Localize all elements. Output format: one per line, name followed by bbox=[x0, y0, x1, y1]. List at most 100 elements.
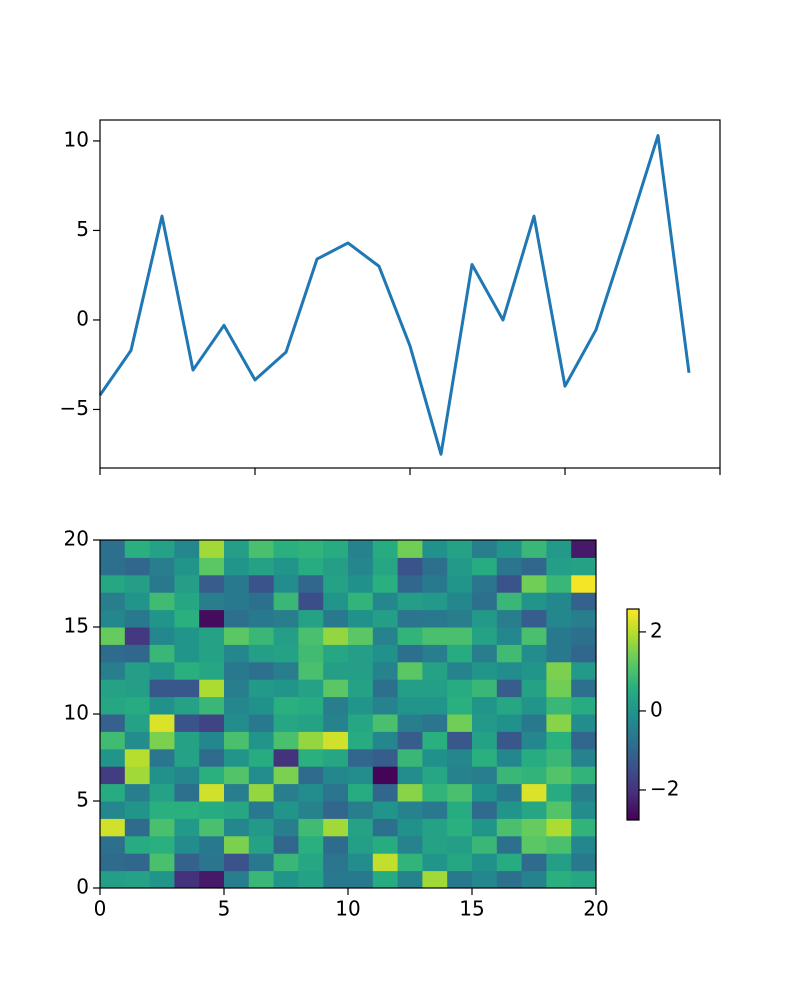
heat-cell bbox=[422, 748, 448, 767]
heat-cell bbox=[199, 766, 225, 785]
heat-cell bbox=[100, 853, 126, 872]
heat-cell bbox=[224, 592, 250, 611]
heat-cell bbox=[422, 644, 448, 663]
heat-cell bbox=[546, 714, 572, 732]
heat-cell bbox=[546, 557, 572, 576]
heat-cell bbox=[273, 627, 299, 645]
heat-cell bbox=[372, 853, 399, 872]
heat-cell bbox=[298, 731, 324, 750]
heat-cell bbox=[372, 557, 399, 576]
heat-cell bbox=[447, 870, 473, 889]
heat-cell bbox=[100, 870, 126, 889]
heat-cell bbox=[174, 609, 200, 628]
heat-cell bbox=[149, 609, 175, 628]
heat-cell bbox=[298, 714, 324, 732]
heat-cell bbox=[323, 679, 349, 698]
heat-cell bbox=[248, 783, 275, 802]
heat-cell bbox=[496, 714, 523, 732]
heat-cell bbox=[100, 644, 126, 663]
heat-cell bbox=[571, 627, 597, 645]
heat-cell bbox=[496, 627, 523, 645]
heat-cell bbox=[472, 853, 498, 872]
heat-cell bbox=[496, 574, 523, 593]
heat-cell bbox=[472, 609, 498, 628]
heat-cell bbox=[174, 731, 200, 750]
heat-cell bbox=[199, 818, 225, 837]
heat-cell bbox=[348, 870, 374, 889]
heat-cell bbox=[422, 696, 448, 715]
heat-cell bbox=[472, 592, 498, 611]
heat-cell bbox=[199, 853, 225, 872]
heat-cell bbox=[521, 870, 547, 889]
heat-cell bbox=[397, 818, 423, 837]
heat-cell bbox=[124, 835, 151, 854]
heat-cell bbox=[199, 627, 225, 645]
heat-cell bbox=[100, 731, 126, 750]
heat-cell bbox=[521, 627, 547, 645]
heat-cell bbox=[273, 661, 299, 680]
heat-cell bbox=[521, 748, 547, 767]
y-tick-label: 0 bbox=[76, 306, 89, 330]
heat-cell bbox=[521, 574, 547, 593]
heat-cell bbox=[124, 574, 151, 593]
heat-cell bbox=[248, 540, 275, 558]
heat-cell bbox=[496, 870, 523, 889]
heat-cell bbox=[571, 748, 597, 767]
heat-cell bbox=[298, 766, 324, 785]
heat-cell bbox=[496, 766, 523, 785]
heat-cell bbox=[273, 818, 299, 837]
heat-cell bbox=[372, 540, 399, 558]
heat-cell bbox=[348, 679, 374, 698]
heat-cell bbox=[298, 609, 324, 628]
heat-cell bbox=[571, 644, 597, 663]
heat-cell bbox=[397, 801, 423, 819]
heat-cell bbox=[472, 870, 498, 889]
heat-cell bbox=[397, 661, 423, 680]
heat-cell bbox=[248, 714, 275, 732]
heat-cell bbox=[348, 696, 374, 715]
heat-cell bbox=[472, 696, 498, 715]
heat-cell bbox=[248, 644, 275, 663]
y-tick-label: 5 bbox=[76, 788, 89, 812]
heat-cell bbox=[100, 679, 126, 698]
colorbar-tick-label: 0 bbox=[650, 697, 663, 721]
heat-cell bbox=[149, 696, 175, 715]
heat-cell bbox=[224, 609, 250, 628]
heat-cell bbox=[174, 766, 200, 785]
heat-cell bbox=[224, 801, 250, 819]
heat-cell bbox=[124, 696, 151, 715]
heat-cell bbox=[199, 609, 225, 628]
heat-cell bbox=[546, 661, 572, 680]
heat-cell bbox=[472, 714, 498, 732]
heat-cell bbox=[124, 748, 151, 767]
heat-cell bbox=[124, 557, 151, 576]
heat-cell bbox=[472, 557, 498, 576]
heat-cell bbox=[199, 801, 225, 819]
axes-frame bbox=[99, 119, 721, 469]
heat-cell bbox=[521, 540, 547, 558]
heat-cell bbox=[422, 818, 448, 837]
heat-cell bbox=[174, 627, 200, 645]
heat-cell bbox=[397, 783, 423, 802]
heat-cell bbox=[273, 748, 299, 767]
heat-cell bbox=[100, 592, 126, 611]
heat-cell bbox=[174, 835, 200, 854]
heat-cell bbox=[546, 609, 572, 628]
heat-cell bbox=[447, 644, 473, 663]
heat-cell bbox=[298, 801, 324, 819]
heat-cell bbox=[348, 557, 374, 576]
heat-cell bbox=[546, 835, 572, 854]
heat-cell bbox=[224, 853, 250, 872]
heat-cell bbox=[124, 609, 151, 628]
heat-cell bbox=[447, 783, 473, 802]
heat-cell bbox=[199, 540, 225, 558]
heat-cell bbox=[496, 661, 523, 680]
heat-cell bbox=[248, 696, 275, 715]
heat-cell bbox=[100, 801, 126, 819]
heat-cell bbox=[248, 592, 275, 611]
heat-cell bbox=[372, 714, 399, 732]
heat-cell bbox=[571, 574, 597, 593]
heat-cell bbox=[248, 748, 275, 767]
heat-cell bbox=[149, 870, 175, 889]
heat-cell bbox=[323, 644, 349, 663]
